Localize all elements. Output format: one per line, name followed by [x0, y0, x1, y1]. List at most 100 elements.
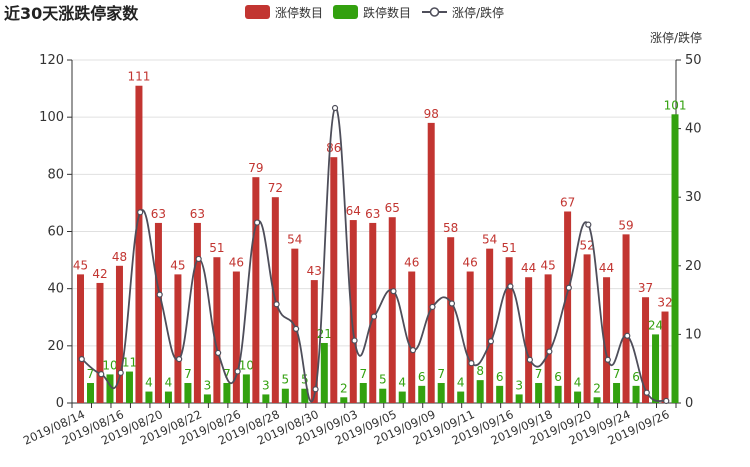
bar-down [203, 394, 211, 403]
right-axis-label: 涨停/跌停 [650, 30, 702, 45]
bar-up [447, 237, 455, 403]
bar-up-label: 67 [560, 195, 575, 209]
bar-down-label: 4 [574, 376, 582, 390]
bar-up-label: 98 [424, 107, 439, 121]
ratio-point [117, 369, 124, 376]
left-axis-tick-label: 20 [47, 339, 64, 354]
bar-up-label: 44 [521, 261, 536, 275]
ratio-point [448, 300, 456, 307]
bar-up-label: 46 [404, 256, 419, 270]
bar-down [320, 342, 328, 403]
bar-down [125, 371, 133, 403]
bar-up [115, 265, 123, 403]
bar-down-label: 7 [87, 367, 95, 381]
bar-down-label: 101 [664, 98, 687, 112]
bar-up-label: 63 [190, 207, 205, 221]
bar-up-label: 58 [443, 221, 458, 235]
bar-up [642, 297, 650, 403]
ratio-point [487, 338, 495, 345]
ratio-point [176, 355, 183, 363]
bar-down [281, 388, 289, 403]
bar-up [77, 274, 84, 403]
bar-down [652, 334, 660, 403]
left-axis-tick-label: 60 [47, 225, 64, 240]
bar-up-label: 51 [209, 241, 224, 255]
bar-up [583, 254, 591, 403]
bar-up-label: 86 [326, 141, 341, 155]
bar-down-label: 7 [613, 367, 621, 381]
bar-up [232, 271, 240, 403]
ratio-point [565, 284, 572, 291]
chart-title: 近30天涨跌停家数 [4, 4, 139, 23]
bar-up [622, 234, 630, 403]
bar-up-label: 72 [268, 181, 283, 195]
bar-up [193, 222, 201, 403]
bar-down [496, 385, 504, 403]
ratio-point [156, 291, 163, 298]
bar-up [408, 271, 416, 403]
legend-label: 跌停数目 [363, 5, 411, 20]
bar-down-label: 5 [379, 373, 387, 387]
bar-up-label: 54 [287, 233, 302, 247]
bar-up [349, 220, 357, 403]
left-axis-tick-label: 100 [39, 110, 64, 125]
bar-down-label: 4 [457, 376, 465, 390]
ratio-point [546, 348, 553, 355]
bar-up-label: 79 [248, 161, 263, 175]
bar-up [174, 274, 182, 403]
bar-down [164, 391, 172, 403]
bar-down [535, 382, 543, 403]
ratio-point [195, 255, 202, 263]
ratio-point [137, 209, 144, 216]
bar-up [154, 222, 162, 403]
ratio-point [604, 356, 611, 363]
bar-down-label: 24 [648, 318, 663, 332]
bar-down [262, 394, 270, 403]
right-axis-tick-label: 50 [685, 53, 702, 68]
bar-down [87, 382, 94, 403]
ratio-point [253, 219, 261, 226]
bar-up-label: 45 [170, 258, 185, 272]
bar-up [330, 157, 338, 403]
right-axis-tick-label: 40 [685, 122, 702, 137]
ratio-point [643, 389, 650, 396]
ratio-point [98, 371, 105, 378]
bar-down-label: 7 [535, 367, 543, 381]
legend-line-marker [429, 7, 440, 17]
bar-up-label: 51 [502, 241, 517, 255]
bar-down-label: 7 [184, 367, 192, 381]
ratio-point [585, 221, 592, 228]
bar-up [427, 122, 435, 403]
bar-up [603, 277, 611, 403]
bar-up-label: 43 [307, 264, 322, 278]
bar-up-label: 44 [599, 261, 614, 275]
bar-down-label: 6 [554, 370, 562, 384]
left-axis-tick-label: 40 [47, 282, 64, 297]
bar-up [252, 177, 260, 403]
right-axis-tick-label: 10 [685, 327, 702, 342]
bar-down-label: 7 [437, 367, 445, 381]
bar-down [632, 385, 640, 403]
ratio-point [273, 301, 280, 308]
bar-down [223, 382, 231, 403]
bar-down-label: 10 [102, 358, 117, 372]
ratio-point [292, 325, 300, 333]
bar-up [544, 274, 552, 403]
bar-up-label: 52 [579, 238, 594, 252]
bar-down-label: 11 [122, 356, 137, 370]
bar-down-label: 4 [398, 376, 406, 390]
bar-up [135, 85, 143, 403]
bar-down [671, 114, 679, 403]
bar-up-label: 46 [229, 256, 244, 270]
right-axis-tick-label: 20 [685, 259, 702, 274]
bar-down-label: 8 [476, 364, 484, 378]
ratio-point [370, 313, 378, 320]
bar-up-label: 37 [638, 281, 653, 295]
bar-up-label: 54 [482, 233, 497, 247]
bar-up-label: 63 [151, 207, 166, 221]
bar-up-label: 46 [463, 256, 478, 270]
bar-down [184, 382, 192, 403]
bar-down [554, 385, 562, 403]
bar-up [466, 271, 474, 403]
bar-down [379, 388, 387, 403]
